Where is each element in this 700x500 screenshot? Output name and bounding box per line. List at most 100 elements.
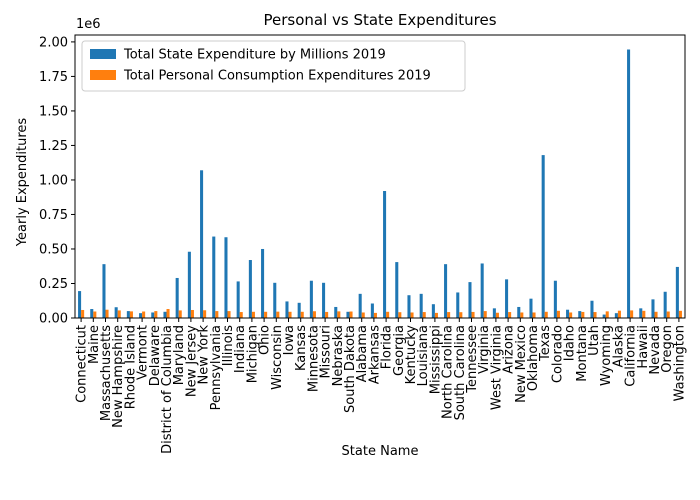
bar-series-1 — [419, 293, 423, 318]
x-tick-label: Delaware — [148, 325, 163, 386]
bar-series-2 — [544, 311, 548, 318]
x-tick-label: Oklahoma — [526, 325, 541, 391]
bar-series-2 — [569, 312, 573, 318]
bar-series-1 — [236, 281, 240, 318]
bar-series-2 — [508, 312, 512, 318]
y-tick-label: 1.75 — [39, 70, 68, 85]
legend-box — [81, 40, 466, 92]
bar-series-1 — [370, 303, 374, 318]
bar-series-2 — [581, 311, 585, 318]
x-tick-label: West Virginia — [489, 325, 504, 410]
bar-series-2 — [239, 312, 243, 318]
x-tick-label: New York — [197, 325, 212, 385]
x-tick-label: Minnesota — [306, 325, 321, 392]
bar-series-2 — [678, 310, 682, 318]
bar-series-2 — [459, 312, 463, 318]
bar-series-1 — [175, 277, 179, 318]
x-tick-label: Nevada — [648, 325, 663, 375]
bar-series-2 — [447, 312, 451, 318]
x-tick-label: Hawaii — [636, 325, 651, 369]
bar-series-1 — [517, 306, 521, 318]
bar-series-1 — [126, 311, 130, 318]
bar-series-2 — [520, 312, 524, 318]
bar-series-2 — [154, 311, 158, 318]
bar-series-2 — [300, 311, 304, 318]
x-tick-label: New Hampshire — [111, 325, 126, 428]
y-tick-label: 2.00 — [39, 35, 68, 50]
y-tick-label: 0.00 — [39, 312, 68, 327]
x-tick-label: Virginia — [477, 325, 492, 374]
bar-series-2 — [276, 311, 280, 318]
x-tick-label: Texas — [538, 325, 553, 362]
bar-series-1 — [90, 309, 94, 318]
bar-series-2 — [325, 311, 329, 318]
legend-swatch — [90, 70, 116, 80]
bar-series-1 — [297, 302, 301, 318]
bar-series-1 — [529, 298, 533, 318]
bar-series-1 — [468, 282, 472, 318]
bar-series-1 — [553, 280, 557, 318]
bar-series-2 — [532, 312, 536, 318]
y-axis-label: Yearly Expenditures — [15, 118, 30, 248]
bar-series-2 — [434, 312, 438, 318]
bar-series-2 — [605, 311, 609, 318]
x-tick-label: Florida — [380, 325, 395, 369]
x-tick-label: Idaho — [563, 325, 578, 361]
bar-series-1 — [639, 308, 643, 318]
x-tick-label: New Jersey — [184, 325, 199, 397]
bar-series-2 — [190, 309, 194, 318]
bar-series-1 — [309, 280, 313, 318]
bar-series-1 — [651, 299, 655, 318]
bar-series-1 — [566, 309, 570, 318]
bar-series-2 — [93, 311, 97, 318]
bar-series-1 — [139, 313, 143, 318]
bar-series-2 — [178, 310, 182, 318]
bar-series-2 — [373, 312, 377, 318]
x-tick-label: Washington — [672, 325, 687, 401]
bar-series-1 — [444, 264, 448, 318]
bar-series-2 — [556, 310, 560, 318]
bar-series-2 — [227, 311, 231, 318]
y-tick-label: 0.25 — [39, 277, 68, 292]
x-tick-label: Montana — [575, 325, 590, 382]
bar-series-2 — [630, 310, 634, 318]
bar-series-1 — [663, 291, 667, 318]
bar-series-2 — [349, 311, 353, 318]
x-tick-label: Illinois — [221, 325, 236, 366]
bar-series-2 — [81, 309, 85, 318]
y-tick-label: 0.75 — [39, 208, 68, 223]
x-tick-label: Arkansas — [367, 325, 382, 384]
bar-series-2 — [288, 311, 292, 318]
bar-series-1 — [602, 314, 606, 318]
bar-series-1 — [492, 308, 496, 318]
bar-series-1 — [627, 49, 631, 318]
x-tick-label: Pennsylvania — [209, 325, 224, 410]
bar-series-2 — [203, 310, 207, 318]
x-tick-label: Indiana — [233, 325, 248, 373]
x-tick-label: Ohio — [258, 325, 273, 355]
bar-series-1 — [102, 264, 106, 318]
x-tick-label: Connecticut — [75, 325, 90, 403]
x-tick-label: Utah — [587, 325, 602, 356]
x-tick-label: South Carolina — [453, 325, 468, 420]
legend-swatch — [90, 49, 116, 59]
bar-series-2 — [264, 311, 268, 318]
x-tick-label: Iowa — [282, 325, 297, 355]
x-tick-label: North Carolina — [441, 325, 456, 419]
bar-series-1 — [200, 170, 204, 318]
bar-series-1 — [395, 262, 399, 318]
bar-series-1 — [248, 260, 252, 318]
y-tick-label: 1.00 — [39, 173, 68, 188]
x-tick-label: Rhode Island — [123, 325, 138, 409]
bar-series-1 — [114, 307, 118, 318]
bar-series-2 — [312, 311, 316, 318]
bar-series-1 — [187, 251, 191, 318]
x-tick-label: Vermont — [136, 325, 151, 380]
bar-series-2 — [166, 309, 170, 318]
bar-series-2 — [215, 311, 219, 318]
bar-series-1 — [590, 300, 594, 318]
bar-series-1 — [346, 311, 350, 318]
x-tick-label: Tennessee — [465, 325, 480, 394]
y-scale-label: 1e6 — [76, 17, 101, 32]
bar-series-2 — [361, 312, 365, 318]
